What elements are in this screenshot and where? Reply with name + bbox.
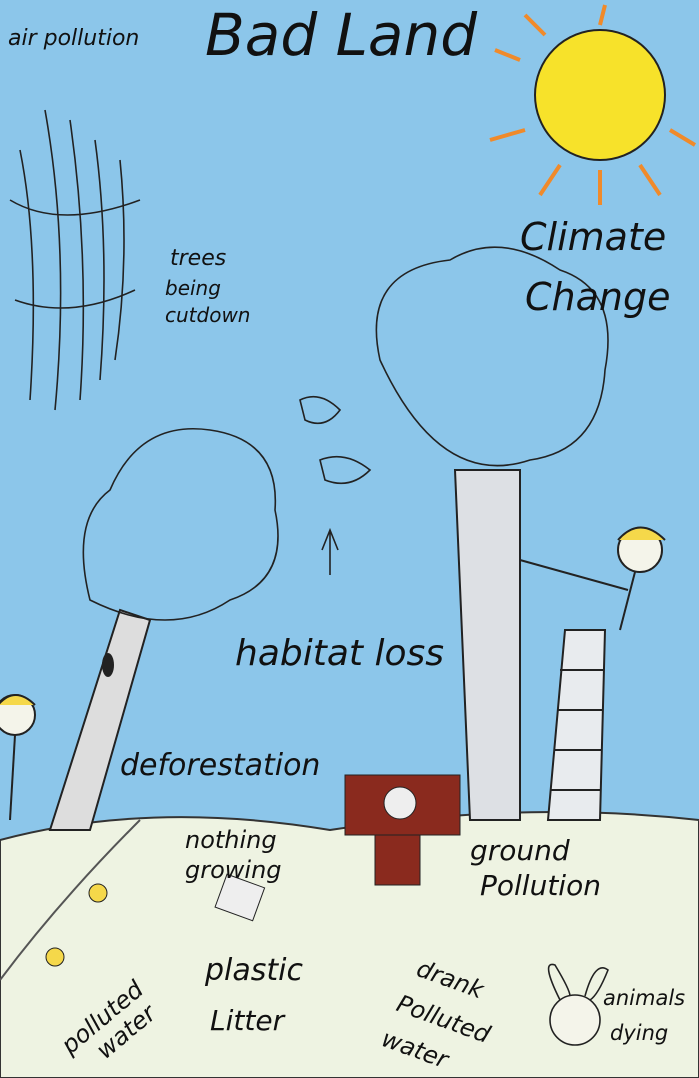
label: animals xyxy=(603,986,685,1010)
label: being xyxy=(165,276,221,300)
label: deforestation xyxy=(120,748,320,783)
drawing: Bad Land air pollution trees being cutdo… xyxy=(0,0,699,1078)
label: ground xyxy=(470,834,570,867)
label: Litter xyxy=(210,1004,286,1037)
label: air pollution xyxy=(8,26,139,51)
label: trees xyxy=(170,246,226,271)
label: nothing xyxy=(185,826,277,854)
label: growing xyxy=(185,856,282,884)
label: Change xyxy=(525,275,671,319)
label: cutdown xyxy=(165,303,250,327)
label: Pollution xyxy=(480,869,601,902)
label: Climate xyxy=(520,215,666,259)
title: Bad Land xyxy=(205,1,478,69)
label: habitat loss xyxy=(235,633,444,674)
label: plastic xyxy=(204,953,303,988)
label: dying xyxy=(610,1021,668,1045)
